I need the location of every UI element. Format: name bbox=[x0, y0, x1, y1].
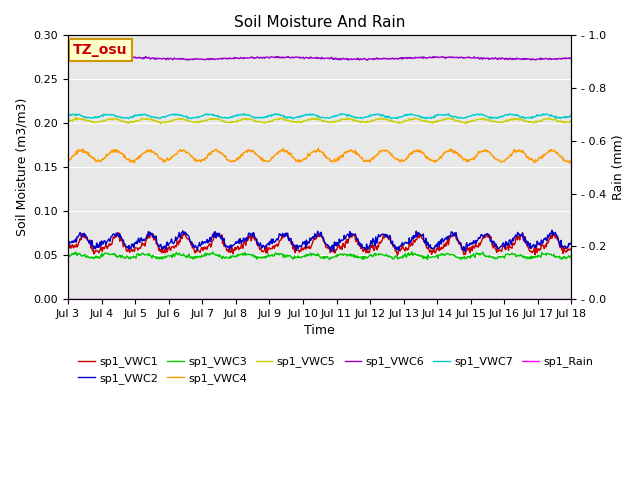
sp1_VWC5 bbox=[197, 119, 205, 125]
sp1_VWC1 bbox=[197, 247, 205, 253]
sp1_VWC6 bbox=[523, 56, 531, 62]
sp1_VWC7 bbox=[337, 111, 344, 117]
sp1_VWC1 bbox=[362, 246, 369, 252]
sp1_VWC2 bbox=[312, 233, 319, 239]
sp1_VWC4 bbox=[568, 157, 575, 163]
sp1_VWC1 bbox=[568, 245, 575, 251]
sp1_VWC7 bbox=[523, 115, 531, 120]
sp1_VWC1 bbox=[181, 229, 189, 235]
sp1_VWC4 bbox=[196, 157, 204, 163]
sp1_VWC3 bbox=[568, 252, 575, 258]
sp1_VWC1 bbox=[175, 242, 182, 248]
sp1_Rain bbox=[312, 296, 319, 302]
sp1_VWC7 bbox=[412, 112, 419, 118]
sp1_VWC3 bbox=[196, 254, 204, 260]
sp1_VWC4 bbox=[64, 156, 72, 162]
sp1_VWC7 bbox=[568, 114, 575, 120]
sp1_VWC5 bbox=[463, 120, 470, 126]
sp1_VWC4 bbox=[522, 152, 530, 158]
sp1_Rain bbox=[64, 296, 72, 302]
sp1_VWC3 bbox=[175, 252, 182, 257]
sp1_VWC5 bbox=[568, 118, 575, 124]
sp1_VWC4 bbox=[312, 150, 319, 156]
sp1_VWC7 bbox=[387, 116, 395, 121]
sp1_VWC5 bbox=[312, 116, 320, 121]
sp1_VWC4 bbox=[314, 145, 322, 151]
sp1_VWC3 bbox=[326, 257, 333, 263]
sp1_VWC2 bbox=[175, 233, 182, 239]
sp1_VWC7 bbox=[196, 114, 204, 120]
sp1_VWC5 bbox=[175, 116, 183, 121]
Line: sp1_VWC5: sp1_VWC5 bbox=[68, 118, 572, 123]
sp1_Rain bbox=[522, 296, 529, 302]
sp1_VWC2 bbox=[548, 228, 556, 233]
sp1_VWC2 bbox=[522, 240, 530, 246]
sp1_VWC1 bbox=[412, 237, 419, 242]
Y-axis label: Rain (mm): Rain (mm) bbox=[612, 134, 625, 200]
Line: sp1_VWC4: sp1_VWC4 bbox=[68, 148, 572, 163]
sp1_VWC2 bbox=[361, 245, 369, 251]
Y-axis label: Soil Moisture (m3/m3): Soil Moisture (m3/m3) bbox=[15, 98, 28, 236]
sp1_VWC1 bbox=[523, 242, 531, 248]
sp1_VWC1 bbox=[64, 245, 72, 251]
sp1_VWC5 bbox=[362, 120, 369, 125]
sp1_VWC6 bbox=[362, 56, 369, 61]
sp1_VWC2 bbox=[410, 235, 418, 241]
sp1_VWC4 bbox=[566, 160, 573, 166]
sp1_VWC4 bbox=[175, 148, 182, 154]
sp1_VWC3 bbox=[312, 252, 319, 258]
X-axis label: Time: Time bbox=[305, 324, 335, 337]
sp1_VWC3 bbox=[523, 256, 531, 262]
sp1_VWC5 bbox=[411, 115, 419, 121]
Text: TZ_osu: TZ_osu bbox=[73, 43, 127, 57]
sp1_VWC3 bbox=[362, 253, 369, 259]
sp1_VWC6 bbox=[64, 56, 72, 61]
sp1_VWC1 bbox=[394, 252, 401, 258]
sp1_VWC6 bbox=[364, 58, 371, 63]
sp1_VWC7 bbox=[312, 113, 319, 119]
sp1_VWC2 bbox=[64, 244, 72, 250]
sp1_Rain bbox=[196, 296, 204, 302]
sp1_VWC6 bbox=[312, 56, 320, 61]
sp1_VWC2 bbox=[196, 243, 204, 249]
sp1_VWC2 bbox=[568, 239, 575, 245]
sp1_VWC4 bbox=[411, 148, 419, 154]
Legend: sp1_VWC1, sp1_VWC2, sp1_VWC3, sp1_VWC4, sp1_VWC5, sp1_VWC6, sp1_VWC7, sp1_Rain: sp1_VWC1, sp1_VWC2, sp1_VWC3, sp1_VWC4, … bbox=[74, 352, 598, 388]
Line: sp1_VWC1: sp1_VWC1 bbox=[68, 232, 572, 255]
sp1_VWC7 bbox=[64, 113, 72, 119]
sp1_VWC6 bbox=[412, 54, 419, 60]
Line: sp1_VWC7: sp1_VWC7 bbox=[68, 114, 572, 119]
sp1_VWC6 bbox=[175, 56, 183, 62]
sp1_VWC6 bbox=[568, 55, 575, 60]
sp1_VWC5 bbox=[64, 120, 72, 126]
sp1_VWC6 bbox=[121, 53, 129, 59]
sp1_VWC5 bbox=[72, 115, 79, 120]
sp1_VWC2 bbox=[461, 249, 469, 254]
sp1_VWC1 bbox=[312, 236, 320, 242]
Line: sp1_VWC3: sp1_VWC3 bbox=[68, 252, 572, 260]
sp1_VWC4 bbox=[362, 158, 369, 164]
Title: Soil Moisture And Rain: Soil Moisture And Rain bbox=[234, 15, 405, 30]
sp1_VWC5 bbox=[523, 119, 531, 124]
sp1_Rain bbox=[410, 296, 418, 302]
sp1_Rain bbox=[361, 296, 369, 302]
sp1_Rain bbox=[175, 296, 182, 302]
Line: sp1_VWC2: sp1_VWC2 bbox=[68, 230, 572, 252]
sp1_VWC6 bbox=[197, 56, 205, 62]
sp1_VWC3 bbox=[412, 252, 419, 257]
sp1_VWC3 bbox=[408, 249, 416, 255]
sp1_VWC7 bbox=[362, 114, 369, 120]
sp1_Rain bbox=[568, 296, 575, 302]
sp1_VWC7 bbox=[175, 112, 182, 118]
sp1_VWC3 bbox=[64, 253, 72, 259]
Line: sp1_VWC6: sp1_VWC6 bbox=[68, 56, 572, 60]
